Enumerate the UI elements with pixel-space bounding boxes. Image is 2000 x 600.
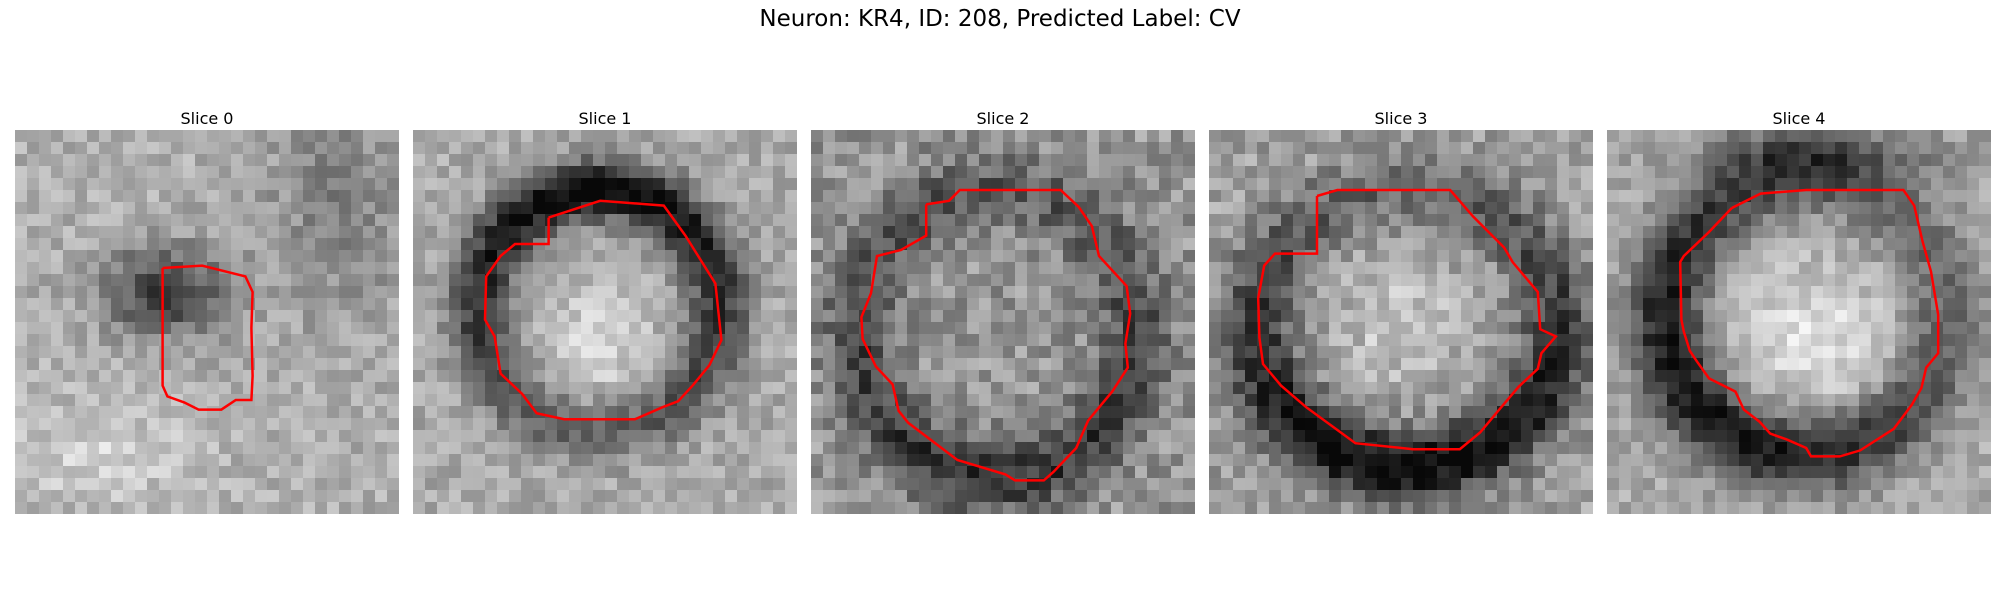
slice-title: Slice 0 (180, 109, 234, 128)
figure-title: Neuron: KR4, ID: 208, Predicted Label: C… (759, 6, 1241, 32)
slice-title: Slice 2 (976, 109, 1030, 128)
slice-panel-2: Slice 2 (811, 108, 1195, 514)
slice-image (413, 130, 797, 514)
microscopy-pixels (413, 130, 797, 514)
segmentation-contour (1680, 190, 1938, 456)
slice-title: Slice 1 (578, 109, 632, 128)
segmentation-contour (1258, 190, 1556, 449)
slice-title: Slice 3 (1374, 109, 1428, 128)
segmentation-contour (861, 190, 1130, 480)
microscopy-pixels (15, 130, 399, 514)
slice-image (15, 130, 399, 514)
slice-image (811, 130, 1195, 514)
slice-panel-3: Slice 3 (1209, 108, 1593, 514)
microscopy-pixels (1209, 130, 1593, 514)
slice-image (1607, 130, 1991, 514)
slice-panel-1: Slice 1 (413, 108, 797, 514)
segmentation-contour (163, 266, 253, 410)
microscopy-pixels (811, 130, 1195, 514)
segmentation-contour (485, 201, 721, 419)
slice-panel-0: Slice 0 (15, 108, 399, 514)
slice-panel-4: Slice 4 (1607, 108, 1991, 514)
slice-title: Slice 4 (1772, 109, 1826, 128)
microscopy-pixels (1607, 130, 1991, 514)
slice-image (1209, 130, 1593, 514)
